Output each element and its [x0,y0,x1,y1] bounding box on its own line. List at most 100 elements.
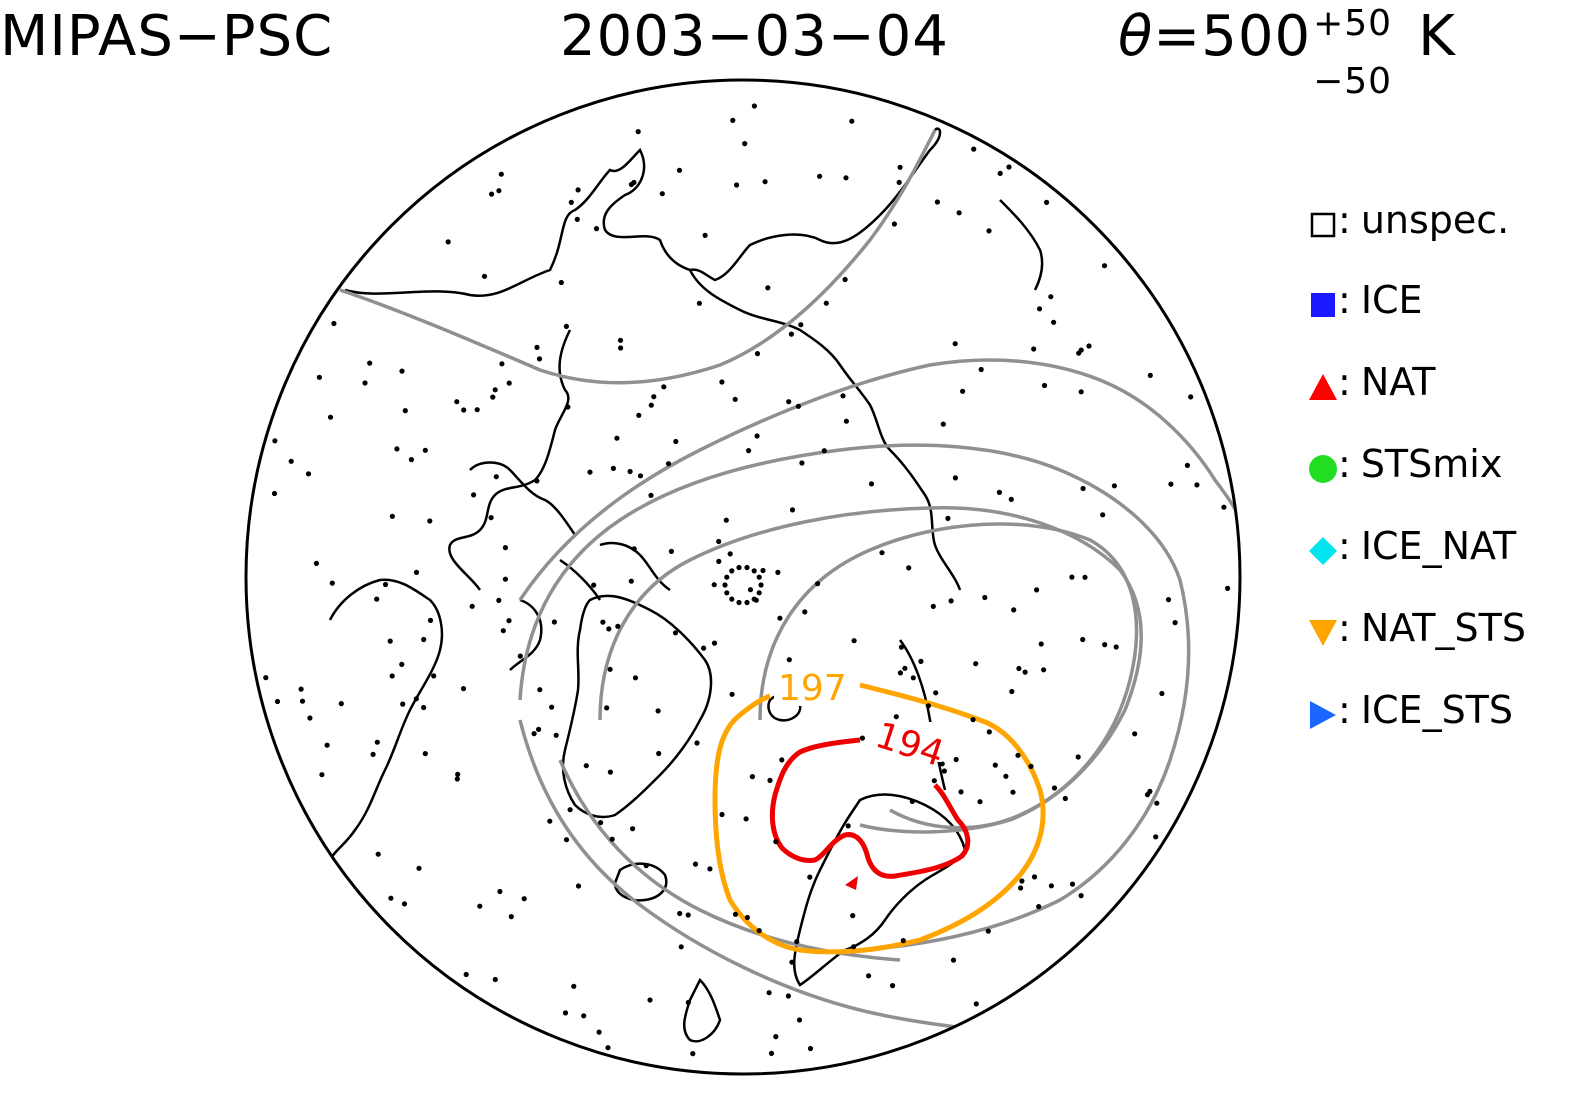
observation-dot [794,939,800,945]
observation-dot [1036,306,1043,312]
observation-dot [891,221,898,227]
observation-dot [596,1029,602,1035]
observation-dot [673,438,679,445]
legend-colon: : [1338,442,1351,486]
observation-dot [536,356,543,362]
observation-dot [796,1017,803,1023]
observation-dot [1113,644,1119,650]
observation-dot [399,661,405,668]
observation-dot [565,404,571,410]
observation-dot [722,582,728,588]
observation-dot [1009,688,1015,695]
observation-dot [768,1050,775,1056]
observation-dot [1080,485,1086,492]
observation-dot [575,883,582,889]
instrument-title: MIPAS−PSC [0,4,334,69]
observation-dot [685,999,691,1006]
observation-dot [508,914,514,920]
observation-dot [692,861,699,867]
observation-dot [766,990,772,996]
observation-dot [799,460,805,466]
observation-dot [851,638,857,644]
observation-dot [751,596,757,602]
observation-dot [637,473,644,479]
observation-dot [389,673,395,679]
observation-dot [263,675,269,681]
observation-dot [271,490,278,497]
observation-dot [497,888,503,895]
observation-dot [1082,574,1088,580]
observation-dot [953,756,959,763]
observation-dot [751,568,757,574]
observation-dot [370,751,376,758]
observation-dot [1100,512,1106,518]
observation-dot [1147,372,1153,378]
observation-dot [807,1045,814,1052]
observation-dot [973,661,979,667]
legend-label: NAT_STS [1360,606,1526,650]
legend-item-ice-nat: : ICE_NAT [1308,516,1516,576]
observation-dot [762,179,768,185]
observation-dot [950,957,957,963]
observation-dot [367,360,373,366]
theta-title: θ =500 +50 −50 K [1118,4,1456,102]
observation-dot [823,300,829,306]
observation-dot [388,895,394,901]
observation-dot [977,799,983,805]
observation-dot [605,1045,611,1051]
observation-dot [493,474,499,480]
observation-dot [986,729,992,735]
theta-unit: K [1418,4,1456,69]
observation-dot [696,300,703,306]
observation-dot [477,903,483,909]
observation-dot [583,763,589,769]
observation-dot [1015,752,1021,758]
observation-dot [1159,690,1165,697]
observation-dot [765,285,771,291]
coastline-canada-archipelago [469,461,671,671]
observation-dot [469,603,475,609]
observation-dot [661,384,667,390]
observation-dot [568,199,574,205]
observation-dot [636,412,642,418]
observation-dot [614,435,620,441]
observation-dot [676,167,683,173]
observation-dot [672,630,679,636]
observation-dot [723,517,729,523]
observation-dot [374,739,380,745]
observation-dot [1011,607,1017,613]
observation-dot [562,1010,569,1016]
observation-dot [879,550,885,556]
theta-plus: +50 [1313,3,1393,44]
observation-dot [474,407,480,413]
coastline-alaska [448,329,572,591]
observation-dot [685,912,691,918]
grey-contour-outer-top [339,129,937,385]
observation-dot [500,628,506,634]
unspec-observations [263,103,1231,1057]
observation-dot [656,750,662,757]
observation-dot [389,513,395,519]
observation-dot [724,574,730,580]
observation-dot [536,726,542,733]
observation-dot [1172,620,1178,626]
legend-colon: : [1338,606,1351,650]
observation-dot [678,944,684,950]
observation-dot [628,181,635,188]
observation-dot [1051,319,1057,325]
observation-dot [1041,667,1047,673]
observation-dot [817,173,823,179]
observation-dot [807,874,813,880]
observation-dot [402,408,408,414]
observation-dot [941,768,948,774]
observation-dot [960,388,966,394]
observation-dot [618,345,624,351]
observation-dot [331,320,337,327]
observation-dot [939,761,945,767]
observation-dot [1168,481,1174,487]
observation-dot [492,387,498,393]
observation-dot [421,636,427,643]
observation-dot [973,1001,979,1007]
observation-dot [408,457,414,463]
